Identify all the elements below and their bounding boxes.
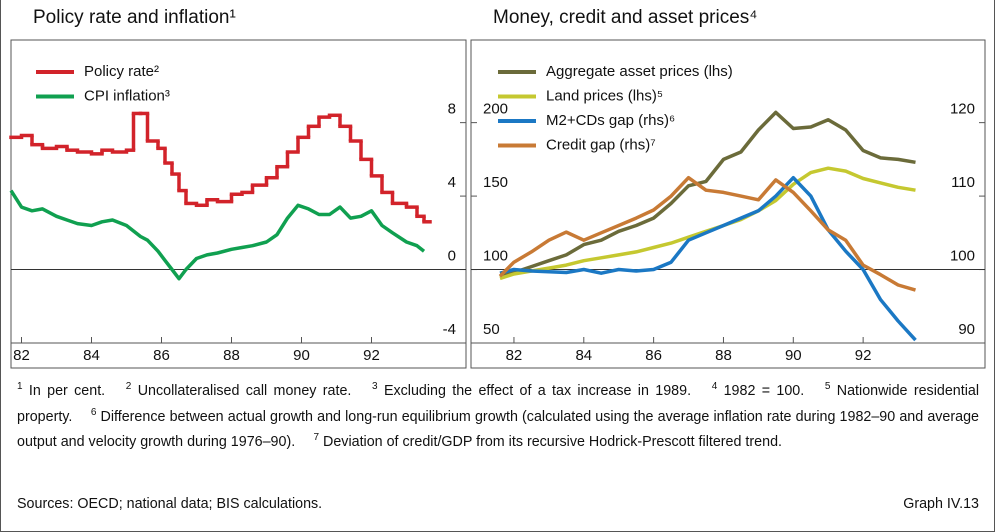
footnote-mark: 3	[372, 381, 378, 392]
legend-label: CPI inflation³	[84, 87, 170, 104]
y-tick-label: 50	[483, 321, 500, 338]
x-tick-label: 84	[575, 347, 592, 364]
x-tick-label: 90	[785, 347, 802, 364]
y-tick-label: 110	[951, 174, 975, 191]
legend-label: Credit gap (rhs)⁷	[546, 136, 656, 153]
footnote: 1 In per cent.	[17, 381, 106, 399]
x-tick-label: 82	[13, 347, 30, 364]
footnote-mark: 1	[17, 381, 23, 392]
legend-label: Policy rate²	[84, 63, 159, 80]
plot-frame	[10, 39, 467, 369]
legend-label: Aggregate asset prices (lhs)	[546, 63, 733, 80]
footnote: 6 Difference between actual growth and l…	[17, 406, 979, 451]
footnote-mark: 7	[313, 432, 320, 444]
chart-title: Money, credit and asset prices⁴	[493, 7, 757, 28]
footnote-text: Uncollateralised call money rate.	[137, 382, 352, 399]
y-tick-label: 100	[950, 248, 975, 265]
x-tick-label: 88	[715, 347, 732, 364]
footnote-text: Nationwide residential property.	[17, 382, 980, 425]
series-line	[499, 166, 916, 281]
y-tick-label: 100	[483, 248, 508, 265]
footnote-mark: 5	[824, 381, 831, 392]
x-tick-label: 82	[506, 347, 523, 364]
footnote: 2 Uncollateralised call money rate.	[125, 381, 352, 399]
series-line	[498, 175, 916, 292]
sources: Sources: OECD; national data; BIS calcul…	[17, 496, 323, 512]
x-tick-label: 88	[223, 347, 240, 364]
y-tick-label: 150	[483, 174, 508, 191]
series-line	[9, 189, 426, 281]
footnote: 3 Excluding the effect of a tax increase…	[372, 381, 692, 399]
x-tick-label: 90	[293, 347, 310, 364]
footnote-text: Difference between actual growth and lon…	[17, 408, 979, 451]
legend-label: Land prices (lhs)⁵	[546, 87, 663, 104]
footnote-text: In per cent.	[28, 382, 106, 399]
footnote: 7 Deviation of credit/GDP from its recur…	[313, 432, 782, 451]
graph-label: Graph IV.13	[903, 496, 979, 512]
footnote-text: 1982 = 100.	[723, 382, 805, 399]
x-tick-label: 86	[645, 347, 662, 364]
x-tick-label: 86	[153, 347, 170, 364]
footnote: 5 Nationwide residential property.	[17, 381, 980, 425]
y-tick-label: 4	[448, 174, 456, 191]
y-tick-label: -4	[443, 321, 456, 338]
x-tick-label: 92	[855, 347, 872, 364]
plot-frame	[470, 39, 986, 369]
y-tick-label: 120	[950, 101, 975, 118]
chart-title: Policy rate and inflation¹	[33, 7, 236, 28]
footnote-mark: 4	[711, 381, 718, 392]
series-line	[499, 175, 917, 342]
footnotes: 1 In per cent. 2 Uncollateralised call m…	[17, 376, 979, 453]
footnote-mark: 6	[90, 406, 97, 418]
footnote-text: Excluding the effect of a tax increase i…	[383, 382, 692, 399]
footnote: 4 1982 = 100.	[711, 381, 805, 399]
x-tick-label: 92	[363, 347, 380, 364]
legend-label: M2+CDs gap (rhs)⁶	[546, 112, 675, 129]
y-tick-label: 90	[958, 321, 975, 338]
footer: Sources: OECD; national data; BIS calcul…	[17, 496, 979, 512]
y-tick-label: 200	[483, 101, 508, 118]
footnote-text: Deviation of credit/GDP from its recursi…	[323, 434, 782, 451]
footnote-mark: 2	[125, 381, 132, 392]
series-line	[499, 110, 916, 279]
y-tick-label: 8	[448, 101, 456, 118]
x-tick-label: 84	[83, 347, 100, 364]
y-tick-label: 0	[448, 248, 456, 265]
